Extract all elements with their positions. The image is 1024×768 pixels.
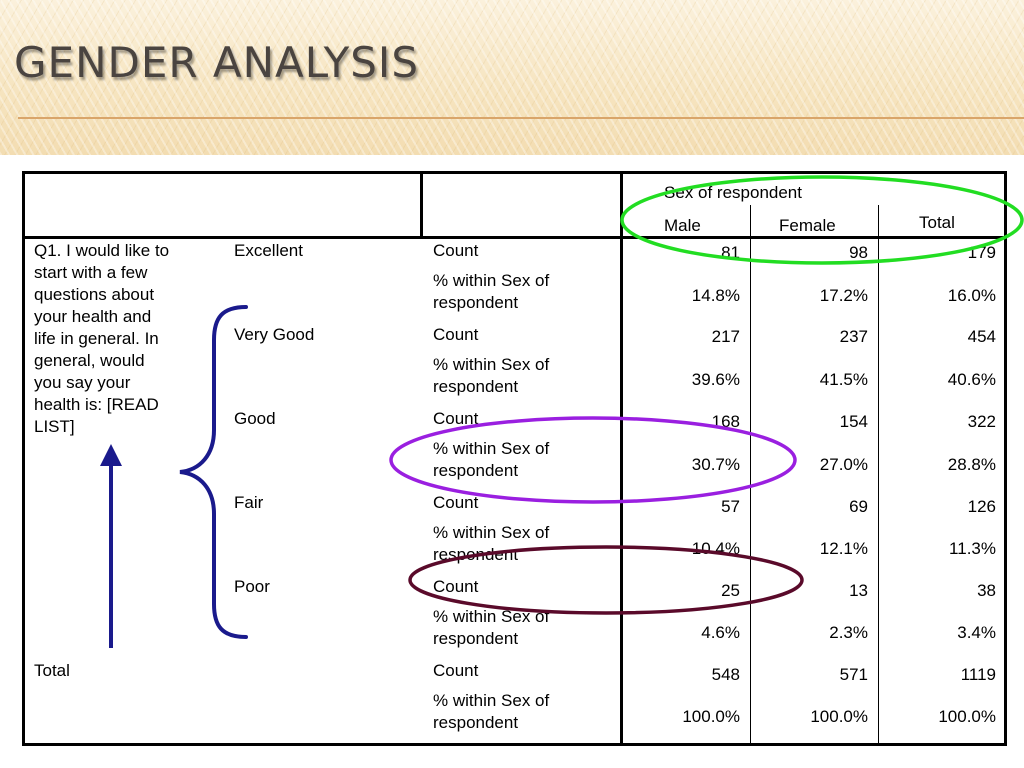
stat-label-count: Count [433,661,479,680]
cell-pct-female: 100.0% [810,707,868,726]
cell-pct-male: 100.0% [682,707,740,726]
page-title: GENDER ANALYSIS [14,38,419,87]
good-pct-highlight-ellipse [389,416,797,504]
cell-pct-female: 41.5% [819,370,868,389]
stat-label-pct: % within Sex of [433,523,550,542]
cell-count-total: 322 [967,412,996,431]
cell-count-male: 57 [721,497,740,516]
cell-pct-male: 39.6% [691,370,740,389]
stat-label-count: Count [433,325,479,344]
category-label: Fair [234,493,264,512]
cell-pct-total: 11.3% [949,539,996,558]
stat-label-pct-line2: respondent [433,629,519,648]
cell-count-female: 154 [839,412,868,431]
cell-count-female: 13 [849,581,868,600]
question-line: general, would [34,351,145,370]
question-line: your health and [34,307,152,326]
stat-label-pct: % within Sex of [433,439,550,458]
question-line: start with a few [34,263,148,282]
question-line: questions about [34,285,155,304]
header-highlight-ellipse [620,175,1024,265]
total-label: Total [34,661,70,680]
cell-pct-female: 17.2% [819,286,868,305]
cell-count-female: 98 [849,243,868,262]
cell-count-total: 454 [967,327,996,346]
question-line: health is: [READ [34,395,159,414]
group-header-line [622,173,878,174]
crosstab-table [22,171,1007,746]
column-divider-male-female [750,205,751,745]
up-arrow-icon [100,444,122,466]
stat-label-count: Count [433,241,479,260]
cell-pct-total: 28.8% [947,455,996,474]
stat-label-pct: % within Sex of [433,607,550,626]
cell-pct-female: 2.3% [829,623,868,642]
cell-count-total: 1119 [960,665,996,684]
cell-pct-male: 30.7% [691,455,740,474]
cell-count-total: 38 [977,581,996,600]
category-label: Excellent [234,241,303,260]
question-line: Q1. I would like to [34,241,170,260]
category-label: Poor [234,577,270,596]
category-label: Good [234,409,276,428]
cell-count-total: 126 [967,497,996,516]
column-header-female: Female [779,216,836,235]
stat-label-pct-line2: respondent [433,293,519,312]
category-label: Very Good [234,325,315,344]
column-header-total: Total [919,213,955,232]
stat-label-pct-line2: respondent [433,461,519,480]
stat-label-count: Count [433,577,479,596]
cell-pct-female: 27.0% [819,455,868,474]
cell-count-female: 237 [839,327,868,346]
stat-label-pct: % within Sex of [433,271,550,290]
header-rule [18,117,1024,119]
cell-count-female: 571 [839,665,868,684]
question-line: life in general. In [34,329,159,348]
column-divider-female-total [878,205,879,745]
header-divider [22,236,1007,239]
cell-count-female: 69 [849,497,868,516]
stat-label-pct: % within Sex of [433,691,550,710]
stat-label-count: Count [433,493,479,512]
stat-label-count: Count [433,409,479,428]
category-brace [179,305,248,639]
question-line: you say your [34,373,131,392]
question-line: LIST] [34,417,75,436]
cell-pct-total: 40.6% [947,370,996,389]
cell-pct-female: 12.1% [819,539,868,558]
cell-pct-male: 14.8% [691,286,740,305]
cell-count-male: 548 [711,665,740,684]
header-divider-vertical [420,171,423,239]
cell-pct-total: 3.4% [957,623,996,642]
cell-pct-total: 100.0% [938,707,996,726]
cell-count-male: 25 [721,581,740,600]
stat-label-pct: % within Sex of [433,355,550,374]
stat-label-pct-line2: respondent [433,713,519,732]
header-band [0,0,1024,155]
column-divider [620,171,623,746]
poor-count-highlight-ellipse [408,545,804,615]
stat-label-pct-line2: respondent [433,377,519,396]
column-header-male: Male [664,216,701,235]
cell-pct-total: 16.0% [947,286,996,305]
cell-pct-male: 4.6% [701,623,740,642]
cell-count-male: 217 [711,327,740,346]
